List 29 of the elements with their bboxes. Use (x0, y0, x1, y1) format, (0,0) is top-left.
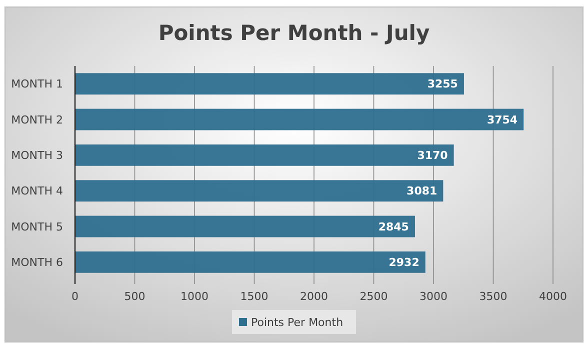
bar (75, 73, 464, 95)
x-tick-label: 1000 (180, 290, 208, 303)
x-tick-label: 2500 (360, 290, 388, 303)
y-tick-label: MONTH 5 (11, 220, 63, 234)
bar (75, 144, 454, 166)
legend-label: Points Per Month (251, 316, 344, 329)
bar (75, 180, 444, 202)
bar (75, 216, 415, 238)
x-tick-label: 3500 (479, 290, 508, 303)
data-label: 3170 (417, 149, 448, 162)
chart-title: Points Per Month - July (158, 21, 430, 45)
bar (75, 108, 524, 130)
y-tick-label: MONTH 2 (11, 113, 63, 126)
bar (75, 251, 426, 273)
y-tick-label: MONTH 4 (11, 184, 63, 198)
x-tick-label: 500 (124, 290, 146, 303)
x-tick-label: 4000 (539, 290, 567, 303)
x-tick-label: 2000 (300, 290, 328, 303)
data-label: 2932 (388, 256, 420, 270)
data-label: 3081 (406, 184, 438, 198)
data-label: 3754 (486, 113, 518, 126)
x-tick-label: 0 (72, 290, 78, 303)
data-label: 2845 (378, 220, 409, 234)
x-tick-label: 1500 (240, 290, 268, 303)
data-label: 3255 (427, 78, 458, 91)
y-tick-label: MONTH 6 (11, 256, 63, 270)
y-tick-label: MONTH 3 (11, 149, 63, 162)
y-tick-label: MONTH 1 (11, 78, 63, 91)
x-tick-label: 3000 (420, 290, 448, 303)
